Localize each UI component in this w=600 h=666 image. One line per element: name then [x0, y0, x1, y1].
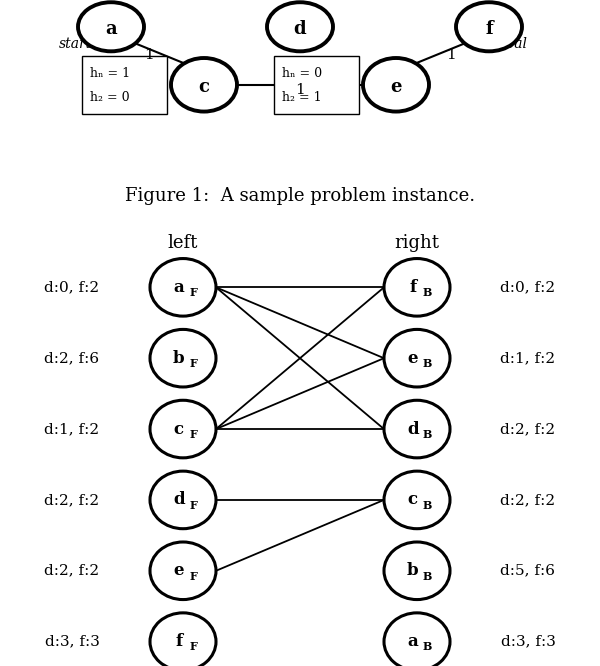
Text: d:0, f:2: d:0, f:2	[500, 280, 556, 294]
FancyBboxPatch shape	[82, 56, 167, 114]
Text: B: B	[422, 358, 432, 369]
Text: B: B	[422, 641, 432, 653]
Text: e: e	[173, 562, 184, 579]
Text: 1: 1	[295, 83, 305, 97]
Text: Figure 1:  A sample problem instance.: Figure 1: A sample problem instance.	[125, 187, 475, 205]
Text: a: a	[173, 279, 184, 296]
Ellipse shape	[267, 2, 333, 51]
Ellipse shape	[150, 258, 216, 316]
Text: F: F	[189, 287, 197, 298]
Text: hₙ = 0: hₙ = 0	[282, 67, 322, 80]
Text: B: B	[422, 287, 432, 298]
Text: goal: goal	[498, 37, 528, 51]
Ellipse shape	[456, 2, 522, 51]
Text: d:0, f:2: d:0, f:2	[44, 280, 100, 294]
Text: F: F	[189, 500, 197, 511]
Text: start: start	[58, 37, 92, 51]
Text: d:2, f:2: d:2, f:2	[44, 493, 100, 507]
Text: d:1, f:2: d:1, f:2	[44, 422, 100, 436]
Ellipse shape	[363, 58, 429, 111]
Text: 1: 1	[446, 48, 456, 62]
Text: right: right	[395, 234, 439, 252]
Text: d: d	[407, 420, 419, 438]
Text: hₙ = 1: hₙ = 1	[90, 67, 130, 80]
Ellipse shape	[171, 58, 237, 111]
Ellipse shape	[384, 542, 450, 599]
Text: f: f	[485, 20, 493, 38]
Ellipse shape	[384, 613, 450, 666]
Text: d:2, f:2: d:2, f:2	[500, 422, 556, 436]
Text: c: c	[174, 420, 184, 438]
FancyBboxPatch shape	[274, 56, 359, 114]
Text: e: e	[390, 78, 402, 96]
Text: 1: 1	[144, 48, 154, 62]
Text: f: f	[175, 633, 182, 650]
Ellipse shape	[78, 2, 144, 51]
Text: left: left	[168, 234, 198, 252]
Text: e: e	[407, 350, 418, 367]
Text: d:3, f:3: d:3, f:3	[44, 635, 100, 649]
Text: c: c	[408, 492, 418, 508]
Ellipse shape	[150, 330, 216, 387]
Text: F: F	[189, 571, 197, 581]
Ellipse shape	[150, 471, 216, 529]
Ellipse shape	[384, 471, 450, 529]
Text: a: a	[407, 633, 418, 650]
Text: d: d	[173, 492, 185, 508]
Text: B: B	[422, 500, 432, 511]
Text: a: a	[105, 20, 117, 38]
Text: b: b	[407, 562, 419, 579]
Ellipse shape	[150, 542, 216, 599]
Text: d:1, f:2: d:1, f:2	[500, 351, 556, 365]
Text: F: F	[189, 641, 197, 653]
Text: d:3, f:3: d:3, f:3	[500, 635, 556, 649]
Ellipse shape	[150, 400, 216, 458]
Ellipse shape	[384, 330, 450, 387]
Text: d: d	[293, 20, 307, 38]
Text: B: B	[422, 429, 432, 440]
Text: d:2, f:6: d:2, f:6	[44, 351, 100, 365]
Ellipse shape	[384, 400, 450, 458]
Text: c: c	[199, 78, 209, 96]
Text: d:2, f:2: d:2, f:2	[44, 564, 100, 578]
Ellipse shape	[384, 258, 450, 316]
Ellipse shape	[150, 613, 216, 666]
Text: F: F	[189, 429, 197, 440]
Text: h₂ = 1: h₂ = 1	[282, 91, 322, 103]
Text: b: b	[173, 350, 185, 367]
Text: f: f	[409, 279, 416, 296]
Text: F: F	[189, 358, 197, 369]
Text: h₂ = 0: h₂ = 0	[90, 91, 130, 103]
Text: d:5, f:6: d:5, f:6	[500, 564, 556, 578]
Text: B: B	[422, 571, 432, 581]
Text: d:2, f:2: d:2, f:2	[500, 493, 556, 507]
